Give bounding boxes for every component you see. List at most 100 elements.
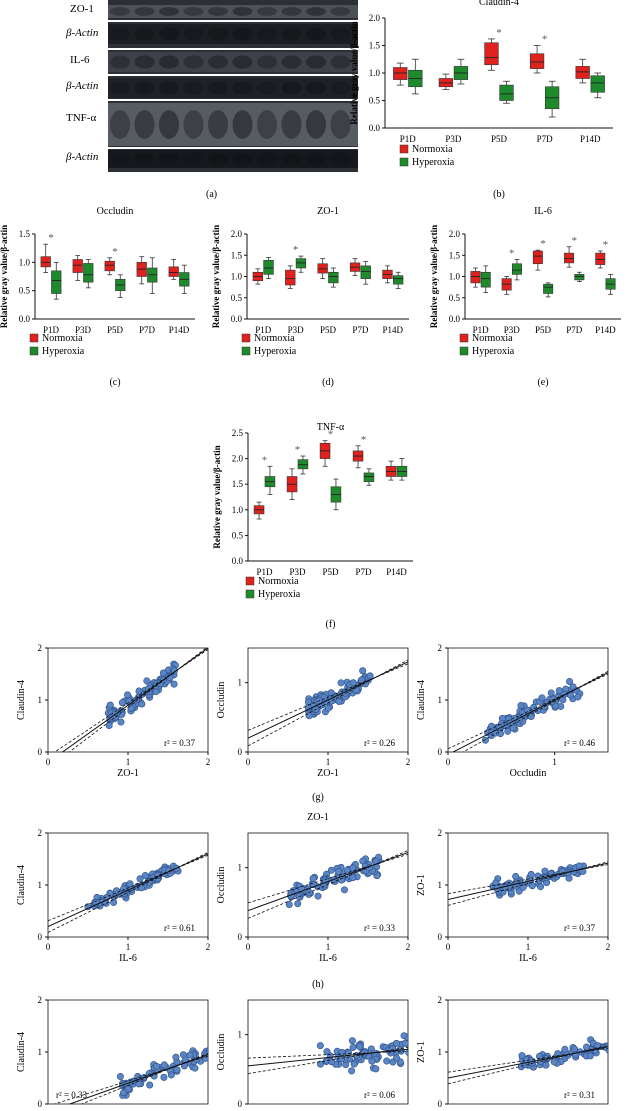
blot-band bbox=[134, 27, 155, 41]
scatter-point bbox=[152, 1062, 160, 1070]
scatter-point bbox=[135, 687, 143, 695]
legend-label-hyperoxia: Hyperoxia bbox=[258, 589, 301, 600]
y-tick-label: 0 bbox=[238, 747, 243, 757]
blot-label-zo1: ZO-1 bbox=[70, 3, 94, 15]
panel-label-c: (c) bbox=[109, 377, 120, 388]
blot-band bbox=[330, 110, 351, 139]
blot-band bbox=[281, 110, 302, 139]
blot-band bbox=[330, 153, 351, 165]
regression-line bbox=[248, 851, 408, 912]
scatter-point bbox=[528, 882, 536, 890]
scatter-point bbox=[316, 1042, 324, 1050]
legend-swatch-hyperoxia bbox=[241, 346, 251, 356]
blot-band bbox=[306, 55, 326, 69]
blot-band bbox=[110, 81, 130, 95]
scatter-point bbox=[138, 700, 146, 708]
scatter-point bbox=[561, 1045, 569, 1053]
panel-label-f: (f) bbox=[326, 619, 336, 630]
scatter-point bbox=[349, 864, 357, 872]
blot-label-il6: IL-6 bbox=[70, 54, 90, 66]
scatter-point bbox=[136, 875, 144, 883]
x-tick-label: P3D bbox=[75, 325, 92, 335]
chart-b: Claudin-4 0.0 0.5 1.0 1.5 2.0 Relative gray va… bbox=[349, 0, 613, 200]
plot-area bbox=[52, 1046, 233, 1104]
chart-i3: 0 1 2 ZO-1 r² = 0.31 bbox=[416, 995, 628, 1109]
significance-star: * bbox=[328, 429, 334, 441]
blot-band bbox=[281, 55, 302, 69]
y-tick-label: 1.5 bbox=[449, 250, 461, 260]
scatter-point bbox=[314, 892, 322, 900]
scatter-point bbox=[160, 1073, 168, 1081]
plot-frame bbox=[447, 647, 609, 753]
y-tick-label: 0.5 bbox=[232, 530, 244, 540]
plot-area bbox=[248, 850, 408, 919]
chart-title: Occludin bbox=[97, 206, 134, 217]
blot-band bbox=[306, 27, 326, 41]
significance-star: * bbox=[496, 27, 502, 39]
y-axis-label: Claudin-4 bbox=[16, 865, 27, 905]
confidence-band bbox=[448, 861, 608, 906]
y-axis-label: Relative gray value/β-actin bbox=[212, 445, 222, 548]
scatter-point bbox=[622, 1043, 628, 1049]
scatter-point bbox=[550, 1058, 558, 1066]
scatter-point bbox=[141, 871, 149, 879]
confidence-band bbox=[448, 1047, 608, 1073]
scatter-point bbox=[324, 704, 332, 712]
scatter-point bbox=[191, 1064, 199, 1072]
x-tick-label: 2 bbox=[606, 942, 611, 952]
scatter-point bbox=[372, 1065, 380, 1073]
blot-band bbox=[232, 7, 253, 16]
y-tick-label: 2.0 bbox=[231, 229, 243, 239]
significance-star: * bbox=[571, 235, 577, 247]
y-tick-label: 0.5 bbox=[231, 293, 243, 303]
chart-d: ZO-1 0.0 0.5 1.0 1.5 2.0 Relative gray value/β… bbox=[211, 206, 409, 388]
scatter-point bbox=[614, 1039, 620, 1045]
y-axis-label: Occludin bbox=[216, 682, 227, 719]
x-tick-label: 0 bbox=[446, 942, 451, 952]
x-axis-label: ZO-1 bbox=[317, 768, 339, 779]
hyperoxia-box-P3D bbox=[297, 459, 309, 470]
blot-band bbox=[232, 81, 253, 95]
significance-star: * bbox=[361, 434, 367, 446]
blot-band bbox=[183, 27, 204, 41]
y-tick-label: 1 bbox=[438, 695, 443, 705]
panel-label-g: (g) bbox=[312, 792, 324, 803]
regression-line bbox=[48, 853, 208, 928]
x-tick-label: P1D bbox=[43, 325, 60, 335]
scatter-point bbox=[368, 1057, 376, 1065]
blot-band bbox=[257, 110, 277, 139]
y-tick-label: 1.0 bbox=[369, 68, 381, 78]
blot-band bbox=[208, 153, 228, 165]
scatter-point bbox=[537, 883, 545, 891]
y-axis-label: ZO-1 bbox=[416, 1041, 427, 1063]
legend-label-normoxia: Normoxia bbox=[412, 144, 453, 155]
blot-band bbox=[281, 27, 302, 41]
blot-band bbox=[208, 27, 228, 41]
scatter-point bbox=[621, 1044, 627, 1050]
hyperoxia-box-P1D bbox=[51, 270, 62, 294]
blot-band-row bbox=[108, 103, 358, 146]
scatter-point bbox=[172, 1053, 180, 1061]
zo1-section-title: ZO-1 bbox=[307, 812, 329, 823]
blot-band bbox=[110, 55, 130, 69]
legend-label-normoxia: Normoxia bbox=[472, 333, 513, 344]
scatter-point bbox=[326, 1052, 334, 1060]
scatter-point bbox=[110, 898, 118, 906]
y-tick-label: 2 bbox=[38, 995, 43, 1005]
x-tick-label: P1D bbox=[400, 134, 417, 144]
scatter-point bbox=[337, 679, 345, 687]
scatter-point bbox=[619, 1043, 625, 1049]
y-tick-label: 0 bbox=[238, 932, 243, 942]
normoxia-box-P14D bbox=[575, 66, 590, 79]
x-tick-label: P14D bbox=[169, 325, 190, 335]
scatter-point bbox=[227, 1054, 233, 1060]
x-tick-label: 1 bbox=[552, 757, 557, 767]
x-tick-label: P5D bbox=[320, 325, 337, 335]
scatter-point bbox=[124, 1085, 132, 1093]
scatter-point bbox=[583, 1043, 591, 1051]
r-squared-label: r² = 0.33 bbox=[364, 923, 396, 933]
confidence-band bbox=[54, 649, 208, 752]
scatter-point bbox=[586, 1052, 594, 1060]
legend-swatch-normoxia bbox=[399, 144, 409, 154]
y-tick-label: 1 bbox=[38, 1047, 43, 1057]
